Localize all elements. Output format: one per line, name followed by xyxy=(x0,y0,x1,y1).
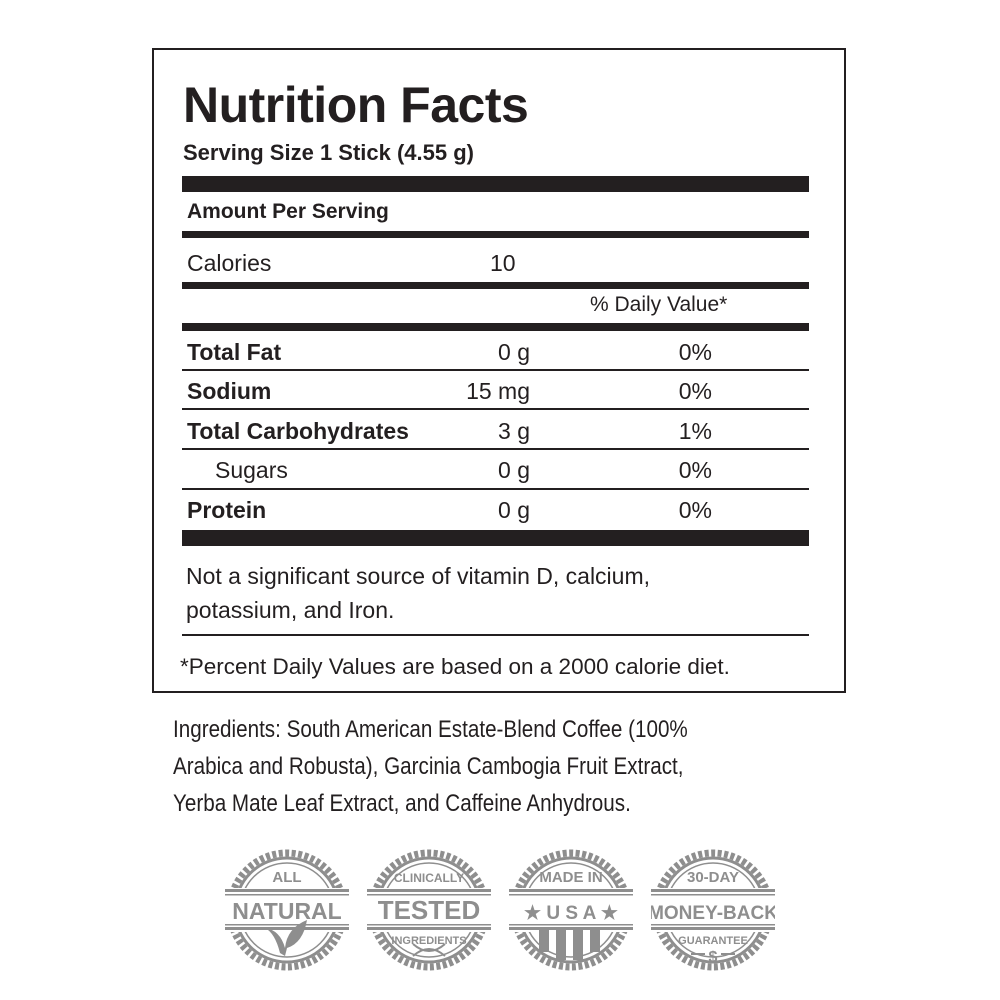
footnote: *Percent Daily Values are based on a 200… xyxy=(180,654,730,679)
divider xyxy=(182,323,809,331)
serving-size: Serving Size 1 Stick (4.55 g) xyxy=(183,140,475,165)
nutrient-name: Sugars xyxy=(215,457,288,483)
nutrient-name: Total Fat xyxy=(187,339,282,365)
nutrient-name: Total Carbohydrates xyxy=(187,418,409,444)
nutrient-dv: 0% xyxy=(678,457,712,483)
nutrient-amount: 0 g xyxy=(498,457,530,483)
nutrient-name: Protein xyxy=(187,497,267,523)
divider xyxy=(182,282,809,289)
note-line: Not a significant source of vitamin D, c… xyxy=(186,563,651,589)
daily-value-header: % Daily Value* xyxy=(590,293,728,316)
leaf-icon xyxy=(265,920,307,956)
nutrient-dv: 0% xyxy=(678,339,712,365)
badge-top-text: ALL xyxy=(272,869,301,886)
thick-divider xyxy=(182,176,809,192)
calories-label: Calories xyxy=(187,250,272,276)
badge-main-text: NATURAL xyxy=(232,898,341,924)
badge-bottom-text: GUARANTEE xyxy=(678,935,748,947)
thin-divider xyxy=(182,488,809,490)
nutrient-amount: 0 g xyxy=(498,339,530,365)
thin-divider xyxy=(182,369,809,371)
thick-divider xyxy=(182,530,809,546)
nutrition-facts-panel xyxy=(152,48,846,693)
divider xyxy=(182,231,809,238)
badge-main-text: ★ U S A ★ xyxy=(524,903,618,924)
nutrient-name: Sodium xyxy=(187,378,272,404)
badge-tested: CLINICALLY TESTED INGREDIENTS xyxy=(367,848,491,972)
badge-bottom-text: INGREDIENTS xyxy=(391,935,466,947)
flag-stripes-icon xyxy=(539,930,600,960)
amount-per-serving: Amount Per Serving xyxy=(187,200,389,223)
nutrient-dv: 1% xyxy=(678,418,712,444)
nutrient-amount: 0 g xyxy=(498,497,530,523)
badge-money-back: 30-DAY MONEY-BACK GUARANTEE $ xyxy=(648,848,778,972)
ingredients-line: Yerba Mate Leaf Extract, and Caffeine An… xyxy=(173,790,631,817)
label-title: Nutrition Facts xyxy=(183,77,529,133)
badge-top-text: 30-DAY xyxy=(687,869,739,886)
thin-divider xyxy=(182,448,809,450)
ingredients-line: Ingredients: South American Estate-Blend… xyxy=(173,716,688,743)
badge-top-text: MADE IN xyxy=(539,869,602,886)
thin-divider xyxy=(182,408,809,410)
calories-value: 10 xyxy=(490,250,516,276)
badge-u-s-a: MADE IN ★ U S A ★ xyxy=(509,848,633,972)
badge-main-text: TESTED xyxy=(378,895,481,925)
dna-icon xyxy=(412,943,446,957)
nutrient-amount: 15 mg xyxy=(466,378,530,404)
nutrient-dv: 0% xyxy=(678,497,712,523)
badge-natural: ALL NATURAL xyxy=(225,848,349,972)
ingredients-line: Arabica and Robusta), Garcinia Cambogia … xyxy=(173,753,684,780)
nutrient-amount: 3 g xyxy=(498,418,530,444)
badge-main-text: MONEY-BACK xyxy=(651,903,775,924)
nutrient-dv: 0% xyxy=(678,378,712,404)
note-line: potassium, and Iron. xyxy=(186,597,395,623)
thin-divider xyxy=(182,634,809,636)
svg-text:$: $ xyxy=(709,949,718,966)
dollar-icon: $ xyxy=(691,949,735,966)
badge-top-text: CLINICALLY xyxy=(394,871,464,885)
